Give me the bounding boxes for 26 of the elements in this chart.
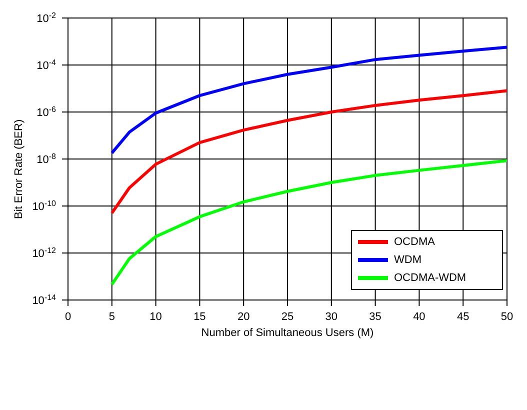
x-tick-label: 25 [281,311,294,323]
legend-label: WDM [394,254,422,266]
x-tick-label: 10 [150,311,162,323]
x-tick-label: 20 [237,311,250,323]
line-series [110,89,507,215]
y-tick-label: 10$^{-6}$ [36,104,57,119]
y-axis-title: Bit Error Rate (BER) [12,119,25,219]
x-tick-label: 40 [413,311,426,323]
legend-label: OCDMA [394,236,435,248]
y-tick-label: 10$^{-2}$ [36,10,57,25]
x-tick-label: 15 [194,311,206,323]
y-tick-label: 10$^{-14}$ [32,292,57,307]
x-tick-label: 45 [456,311,470,323]
x-tick-label: 30 [325,311,338,323]
line-series [110,46,507,154]
line-series [110,159,507,286]
y-tick-label: 10$^{-8}$ [36,152,57,166]
y-tick-label: 10$^{-4}$ [36,58,57,72]
x-tick-label: 50 [500,311,514,323]
y-tick-label: 10$^{-12}$ [32,246,57,260]
x-axis-title: Number of Simultaneous Users (M) [201,327,374,339]
x-tick-label: 35 [369,311,382,323]
legend-label: OCDMA-WDM [394,272,466,284]
x-tick-label: 0 [64,311,72,323]
x-tick-label: 5 [108,311,115,323]
y-tick-label: 10$^{-10}$ [32,198,57,213]
